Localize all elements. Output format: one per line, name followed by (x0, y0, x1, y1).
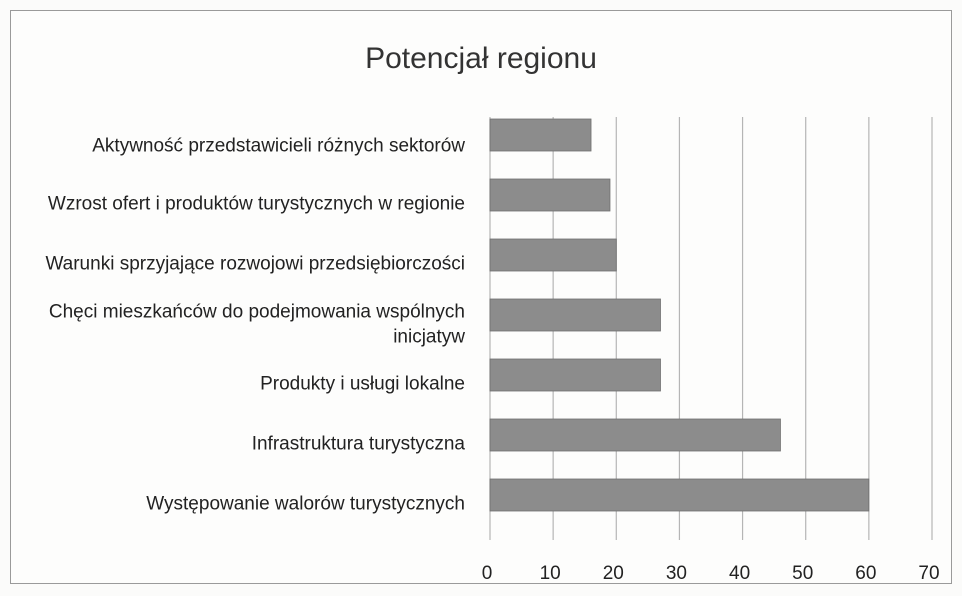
y-tick-label: Chęci mieszkańców do podejmowania wspóln… (48, 301, 465, 347)
bar (489, 118, 592, 152)
chart-title: Potencjał regionu (365, 42, 597, 75)
y-tick-label: Produkty i usługi lokalne (260, 373, 465, 395)
bar (489, 298, 661, 332)
x-tick-label: 20 (603, 563, 624, 584)
x-tick-label: 0 (482, 563, 493, 584)
x-tick-label: 30 (666, 563, 687, 584)
x-tick-label: 10 (540, 563, 561, 584)
bar (489, 478, 870, 512)
x-tick-label: 40 (729, 563, 750, 584)
y-tick-label: Aktywność przedstawicieli różnych sektor… (92, 135, 465, 157)
y-tick-label: Infrastruktura turystyczna (251, 433, 465, 455)
bar (489, 238, 617, 272)
y-tick-label: Wzrost ofert i produktów turystycznych w… (47, 193, 465, 215)
y-tick-label: Warunki sprzyjające rozwojowi przedsiębi… (45, 253, 465, 275)
x-tick-label: 70 (918, 563, 939, 584)
x-tick-label: 50 (792, 563, 813, 584)
x-tick-label: 60 (855, 563, 876, 584)
bar (489, 418, 781, 452)
bar (489, 358, 661, 392)
y-tick-label: Występowanie walorów turystycznych (146, 493, 465, 515)
bar (489, 178, 611, 212)
